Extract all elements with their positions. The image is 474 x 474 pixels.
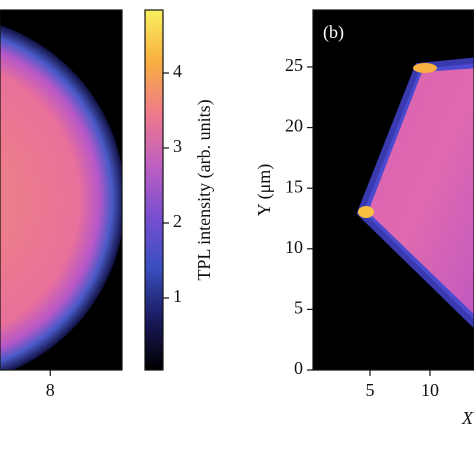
colorbar-tick-label: 2 bbox=[173, 211, 182, 231]
colorbar-label: TPL intensity (arb. units) bbox=[194, 99, 215, 280]
y-tick-label: 20 bbox=[285, 116, 303, 136]
image-frame bbox=[312, 9, 474, 371]
colorbar-tick-label: 4 bbox=[173, 61, 182, 81]
x-tick-label: 10 bbox=[421, 380, 439, 400]
y-tick-label: 15 bbox=[285, 176, 303, 196]
colorbar-tick-label: 3 bbox=[173, 136, 182, 156]
y-tick-label: 25 bbox=[285, 55, 303, 75]
colorbar bbox=[144, 9, 164, 371]
colorbar-tick-label: 1 bbox=[173, 286, 182, 306]
y-axis-label: Y (μm) bbox=[254, 164, 275, 216]
panel-label: (b) bbox=[323, 22, 344, 43]
x-tick-label: 5 bbox=[365, 380, 374, 400]
y-tick-label: 10 bbox=[285, 237, 303, 257]
x-tick-label: 8 bbox=[46, 380, 55, 400]
image-frame bbox=[0, 9, 123, 371]
panel-a-image bbox=[0, 10, 122, 370]
x-axis-label: X bbox=[461, 408, 474, 428]
y-tick-label: 5 bbox=[294, 298, 303, 318]
y-tick-label: 0 bbox=[294, 358, 303, 378]
panel-b-image bbox=[313, 10, 474, 370]
